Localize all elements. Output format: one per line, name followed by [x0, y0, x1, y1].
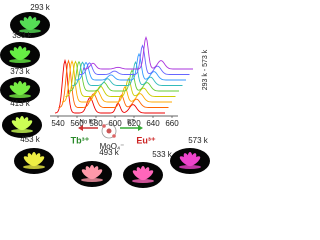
spectrum-line — [58, 59, 169, 108]
spectrum-line — [68, 60, 179, 92]
x-tick-label: 640 — [146, 119, 160, 128]
petal — [141, 170, 154, 181]
moo4-icon — [106, 128, 112, 134]
x-tick-label: 580 — [89, 119, 103, 128]
spectrum-line — [54, 58, 165, 114]
leaf — [11, 129, 33, 133]
spectrum-line — [79, 44, 190, 75]
petal — [28, 20, 41, 31]
spectrum-line — [83, 35, 193, 70]
spectra: 540 560 580 600 620 640 660 — [51, 35, 193, 128]
photos: 293 k 333 k 373 k 413 k 453 k 493 k 533 k 573 k — [0, 3, 210, 188]
temperature-label: 373 k — [10, 67, 31, 76]
arrow-head — [78, 125, 83, 131]
temperature-label: 413 k — [10, 99, 31, 108]
scheme: No ET ET Tb³⁺ MoO₄⁻ Eu³⁺ — [71, 120, 156, 152]
petal — [90, 169, 103, 180]
x-tick-label: 540 — [51, 119, 65, 128]
petal — [20, 120, 33, 131]
x-tick-label: 620 — [127, 119, 141, 128]
moo4-icon — [102, 124, 106, 128]
leaf — [9, 59, 31, 63]
arrow-head — [138, 125, 143, 131]
spectrum-line — [61, 59, 172, 103]
spectrum-line — [65, 60, 176, 97]
leaf — [23, 165, 45, 169]
moo4-icon — [112, 134, 116, 138]
temperature-label: 293 k — [30, 3, 51, 12]
x-tick-label: 660 — [165, 119, 179, 128]
eu: Eu³⁺ — [136, 135, 155, 145]
no-et: No ET — [79, 120, 96, 126]
temperature-label: 493 k — [99, 148, 120, 157]
temperature-label: 453 k — [20, 135, 41, 144]
moo4-icon — [101, 123, 117, 139]
leaf — [19, 29, 41, 33]
temperature-label: 333 k — [12, 31, 33, 40]
temperature-label: 533 k — [152, 150, 173, 159]
graphic: 540 560 580 600 620 640 660 293 k - 573 k No E… — [0, 3, 210, 188]
petal — [32, 156, 45, 167]
petal — [18, 85, 31, 96]
temperature-label: 573 k — [188, 136, 209, 145]
spectrum-line — [75, 52, 186, 81]
leaf — [179, 165, 201, 169]
leaf — [9, 94, 31, 98]
leaf — [81, 178, 103, 182]
et: ET — [127, 120, 135, 126]
petal — [188, 156, 201, 167]
tb: Tb³⁺ — [71, 135, 90, 145]
range-label: 293 k - 573 k — [202, 49, 209, 90]
moo4: MoO₄⁻ — [100, 142, 125, 151]
x-tick-label: 560 — [70, 119, 84, 128]
petal — [18, 50, 31, 61]
x-tick-label: 600 — [108, 119, 122, 128]
spectrum-line — [72, 61, 183, 86]
leaf — [132, 179, 154, 183]
